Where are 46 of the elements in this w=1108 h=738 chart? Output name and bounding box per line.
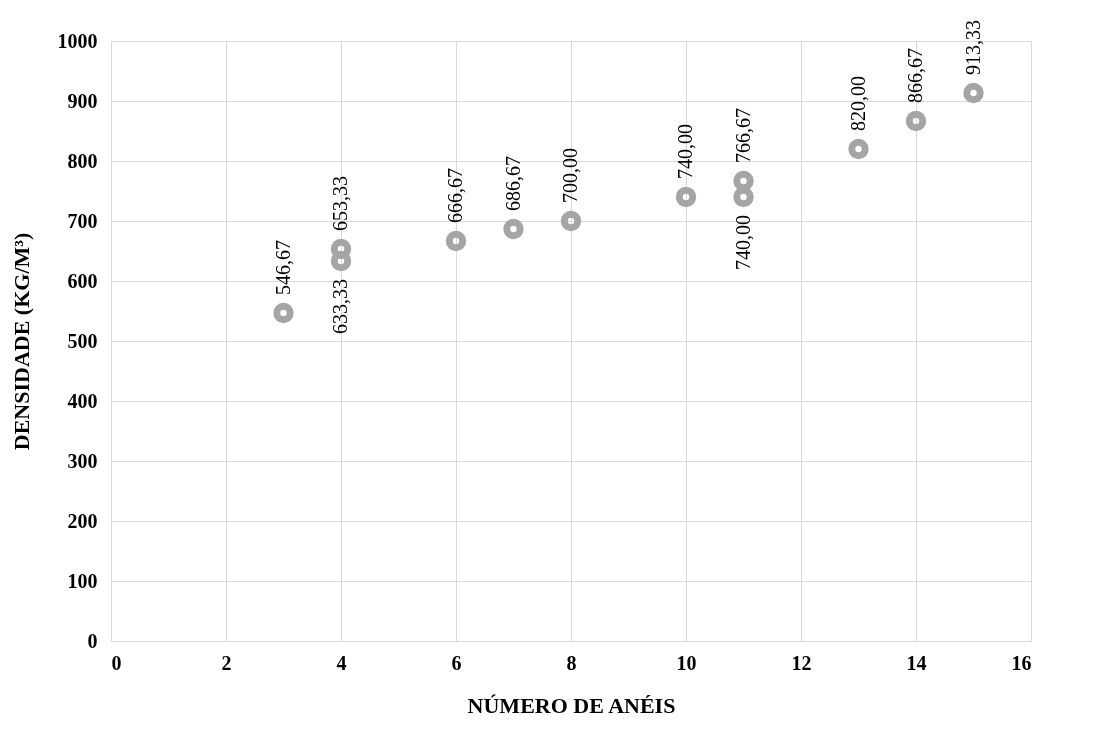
x-tick-label: 16 [1011,651,1032,674]
x-tick-label: 0 [111,651,122,674]
point [445,230,467,252]
point [273,302,294,324]
y-tick-label: 0 [87,629,98,652]
point [560,210,582,232]
data-label: 740,00 [674,124,696,179]
data-label: 653,33 [329,176,351,231]
y-tick-label: 200 [67,509,98,532]
x-tick-label: 2 [221,651,232,674]
y-tick-label: 800 [67,149,98,172]
point [733,186,754,208]
y-tick-label: 300 [67,449,98,472]
point [330,250,352,272]
x-axis-title: NÚMERO DE ANÉIS [467,692,676,718]
point [675,186,697,208]
y-tick-label: 900 [67,89,98,112]
data-label: 913,33 [961,20,984,75]
data-label: 700,00 [559,148,581,203]
point [848,138,869,160]
y-tick-label: 600 [67,269,98,292]
data-label: 820,00 [846,76,869,131]
data-label: 666,67 [444,168,466,223]
x-tick-label: 12 [791,651,812,674]
data-label: 546,67 [271,240,294,295]
data-label: 866,67 [904,48,926,103]
point [503,218,524,240]
point [963,82,984,104]
point [905,110,927,132]
y-tick-label: 500 [67,329,98,352]
data-label: 740,00 [731,215,754,270]
point [330,238,352,260]
y-tick-label: 400 [67,389,98,412]
data-label: 633,33 [329,279,351,334]
y-tick-label: 1000 [57,29,98,52]
x-tick-label: 8 [566,651,577,674]
data-label: 686,67 [501,156,524,211]
x-tick-label: 10 [676,651,697,674]
data-label: 766,67 [731,108,754,163]
y-tick-label: 100 [67,569,98,592]
y-axis-title: DENSIDADE (KG/M³) [8,232,34,451]
point [733,170,754,192]
x-tick-label: 14 [906,651,927,674]
y-tick-label: 700 [67,209,98,232]
x-tick-label: 4 [336,651,347,674]
x-tick-label: 6 [451,651,462,674]
